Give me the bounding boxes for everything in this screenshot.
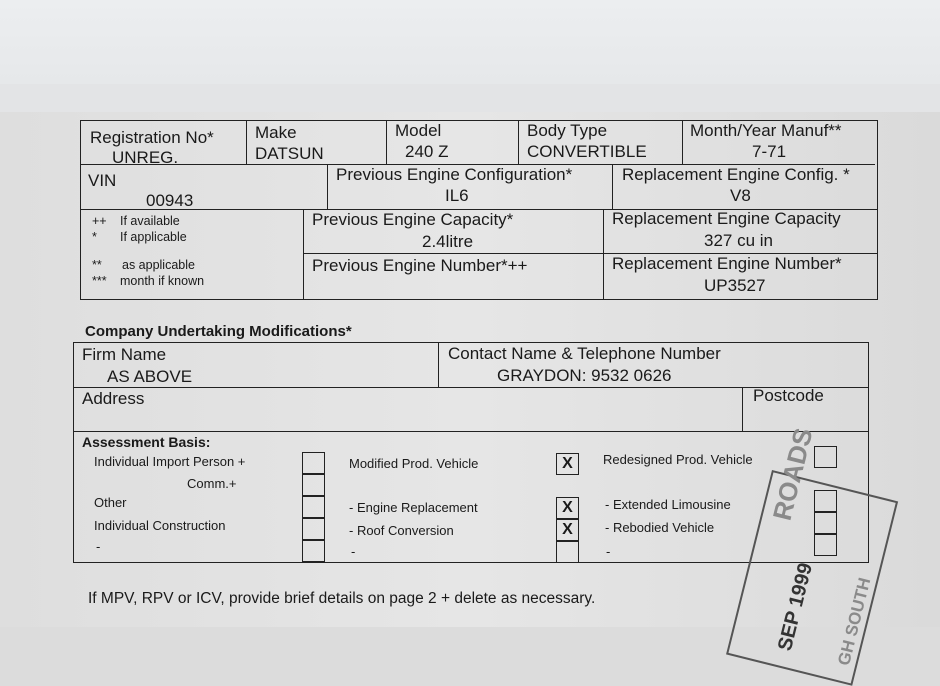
contact-value: GRAYDON: 9532 0626 bbox=[497, 366, 672, 385]
checkbox-col1-blank[interactable] bbox=[302, 540, 325, 562]
contact-label: Contact Name & Telephone Number bbox=[448, 344, 721, 363]
model-label: Model bbox=[395, 121, 442, 140]
form-sheet bbox=[0, 112, 940, 627]
manufacture-date-value: 7-71 bbox=[752, 142, 787, 161]
assessment-option-label: - Roof Conversion bbox=[349, 523, 454, 538]
replacement-engine-capacity-label: Replacement Engine Capacity bbox=[612, 209, 841, 228]
assessment-option-label: Redesigned Prod. Vehicle bbox=[603, 452, 753, 467]
replacement-engine-capacity-value: 327 cu in bbox=[704, 231, 773, 250]
vin-label: VIN bbox=[88, 171, 117, 190]
footer-note: If MPV, RPV or ICV, provide brief detail… bbox=[88, 590, 596, 607]
checkbox-modified-prod-vehicle[interactable]: X bbox=[556, 453, 579, 475]
make-label: Make bbox=[255, 123, 297, 142]
company-section-title: Company Undertaking Modifications* bbox=[85, 323, 352, 340]
checkbox-individual-construction[interactable] bbox=[302, 518, 325, 540]
manufacture-date-label: Month/Year Manuf** bbox=[690, 121, 842, 140]
note-text: as applicable bbox=[122, 258, 195, 272]
note-text: month if known bbox=[120, 274, 205, 288]
assessment-option-label: - bbox=[96, 539, 101, 554]
registration-value: UNREG. bbox=[112, 148, 179, 167]
checkbox-comm[interactable] bbox=[302, 474, 325, 496]
previous-engine-config-value: IL6 bbox=[445, 186, 469, 205]
checkbox-other[interactable] bbox=[302, 496, 325, 518]
assessment-option-label: Modified Prod. Vehicle bbox=[349, 456, 479, 471]
registration-label: Registration No* bbox=[90, 128, 214, 147]
checkbox-redesigned-prod-vehicle[interactable] bbox=[814, 446, 837, 468]
address-label: Address bbox=[82, 389, 145, 408]
replacement-engine-config-label: Replacement Engine Config. * bbox=[622, 165, 850, 184]
assessment-option-label: - Extended Limousine bbox=[605, 497, 731, 512]
checkbox-roof-conversion[interactable]: X bbox=[556, 519, 579, 541]
checkbox-individual-import[interactable] bbox=[302, 452, 325, 474]
previous-engine-config-label: Previous Engine Configuration* bbox=[336, 165, 573, 184]
note-symbol: ++ bbox=[92, 214, 107, 228]
assessment-option-label: Individual Construction bbox=[94, 518, 226, 533]
model-value: 240 Z bbox=[405, 142, 449, 161]
checkbox-col3-blank[interactable] bbox=[814, 534, 837, 556]
note-symbol: * bbox=[92, 230, 97, 244]
note-symbol: ** bbox=[92, 258, 102, 272]
assessment-option-label: - Engine Replacement bbox=[349, 500, 478, 515]
checkbox-extended-limousine[interactable] bbox=[814, 490, 837, 512]
assessment-option-label: Comm.+ bbox=[187, 476, 237, 491]
checkbox-rebodied-vehicle[interactable] bbox=[814, 512, 837, 534]
assessment-option-label: - bbox=[606, 544, 611, 559]
assessment-option-label: Other bbox=[94, 495, 127, 510]
make-value: DATSUN bbox=[255, 144, 324, 163]
replacement-engine-config-value: V8 bbox=[730, 186, 751, 205]
previous-engine-number-label: Previous Engine Number*++ bbox=[312, 256, 528, 275]
body-type-value: CONVERTIBLE bbox=[527, 142, 647, 161]
assessment-option-label: - bbox=[351, 544, 356, 559]
firm-name-value: AS ABOVE bbox=[107, 367, 193, 386]
replacement-engine-number-value: UP3527 bbox=[704, 276, 766, 295]
checkbox-col2-blank[interactable] bbox=[556, 541, 579, 563]
checkbox-engine-replacement[interactable]: X bbox=[556, 497, 579, 519]
note-text: If available bbox=[120, 214, 180, 228]
note-symbol: *** bbox=[92, 274, 107, 288]
assessment-option-label: Individual Import Person + bbox=[94, 454, 246, 469]
previous-engine-capacity-value: 2.4litre bbox=[422, 232, 474, 251]
assessment-title: Assessment Basis: bbox=[82, 434, 211, 450]
vin-value: 00943 bbox=[146, 191, 194, 210]
assessment-option-label: - Rebodied Vehicle bbox=[605, 520, 715, 535]
body-type-label: Body Type bbox=[527, 121, 608, 140]
replacement-engine-number-label: Replacement Engine Number* bbox=[612, 254, 842, 273]
previous-engine-capacity-label: Previous Engine Capacity* bbox=[312, 210, 514, 229]
middle-paper-sheet bbox=[0, 84, 940, 114]
firm-name-label: Firm Name bbox=[82, 345, 167, 364]
note-text: If applicable bbox=[120, 230, 187, 244]
stamp-line2: SEP 1999 bbox=[774, 560, 818, 654]
postcode-label: Postcode bbox=[753, 386, 824, 405]
stamp-line3: GH SOUTH bbox=[834, 575, 875, 668]
top-paper-sheet bbox=[0, 0, 940, 84]
